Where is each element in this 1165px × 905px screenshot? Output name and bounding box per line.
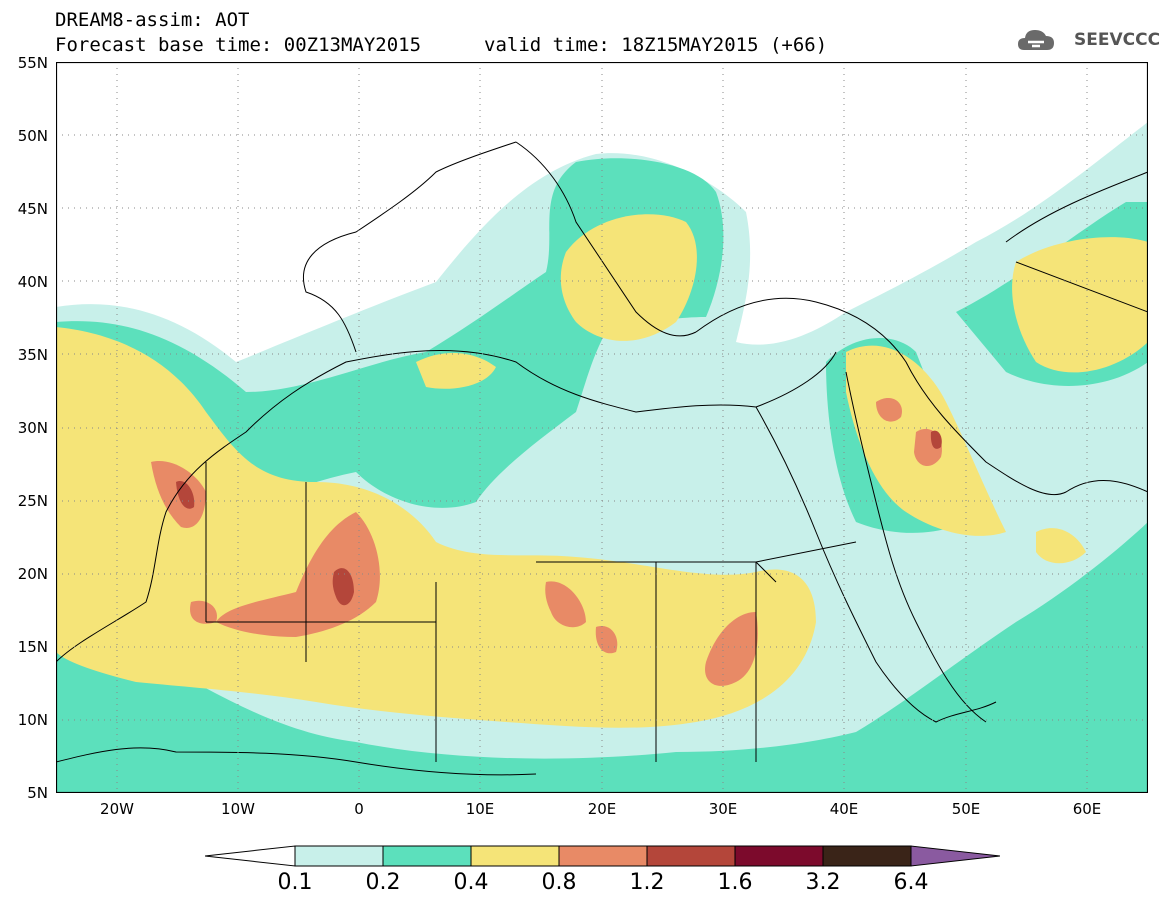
lon-label-20w: 20W: [100, 800, 134, 818]
lat-label-40n: 40N: [17, 273, 48, 291]
colorbar-label: 1.6: [717, 870, 753, 895]
cloud-icon: [1018, 30, 1054, 50]
colorbar-arrow-high: [910, 845, 1000, 867]
colorbar-label: 6.4: [893, 870, 929, 895]
colorbar-swatch: [470, 845, 560, 867]
aot-band-1.2: [176, 430, 942, 606]
aot-map: [56, 62, 1148, 793]
graticule: [56, 62, 1148, 793]
lat-label-10n: 10N: [17, 711, 48, 729]
colorbar-label: 0.4: [453, 870, 489, 895]
colorbar-label: 0.2: [365, 870, 401, 895]
lon-label-50e: 50E: [951, 800, 981, 818]
map-title: DREAM8-assim: AOT: [55, 9, 250, 31]
colorbar-arrow-low: [205, 845, 296, 867]
lon-label-60e: 60E: [1072, 800, 1102, 818]
colorbar-swatch: [734, 845, 824, 867]
lon-label-30e: 30E: [708, 800, 738, 818]
lat-label-5n: 5N: [27, 784, 48, 802]
lat-label-50n: 50N: [17, 127, 48, 145]
lat-label-35n: 35N: [17, 346, 48, 364]
aot-band-0.8: [151, 397, 942, 686]
colorbar-label: 0.1: [277, 870, 313, 895]
colorbar-label: 0.8: [541, 870, 577, 895]
lon-label-10e: 10E: [465, 800, 495, 818]
lon-label-40e: 40E: [829, 800, 859, 818]
logo-text: SEEVCCC: [1074, 30, 1161, 50]
forecast-base-time: Forecast base time: 00Z13MAY2015: [55, 34, 422, 56]
colorbar-swatch: [294, 845, 384, 867]
colorbar-swatch: [382, 845, 472, 867]
valid-time: valid time: 18Z15MAY2015 (+66): [484, 34, 828, 56]
colorbar-label: 1.2: [629, 870, 665, 895]
lat-label-25n: 25N: [17, 492, 48, 510]
coastlines: [56, 141, 1148, 776]
colorbar-swatch: [558, 845, 648, 867]
lat-label-20n: 20N: [17, 565, 48, 583]
lat-label-30n: 30N: [17, 419, 48, 437]
lat-label-55n: 55N: [17, 54, 48, 72]
colorbar: [205, 845, 1000, 867]
lat-label-15n: 15N: [17, 638, 48, 656]
colorbar-swatch: [822, 845, 912, 867]
lon-label-20e: 20E: [587, 800, 617, 818]
colorbar-label: 3.2: [805, 870, 841, 895]
lon-label-0: 0: [354, 800, 364, 818]
lat-label-45n: 45N: [17, 200, 48, 218]
lon-label-10w: 10W: [221, 800, 255, 818]
colorbar-swatch: [646, 845, 736, 867]
